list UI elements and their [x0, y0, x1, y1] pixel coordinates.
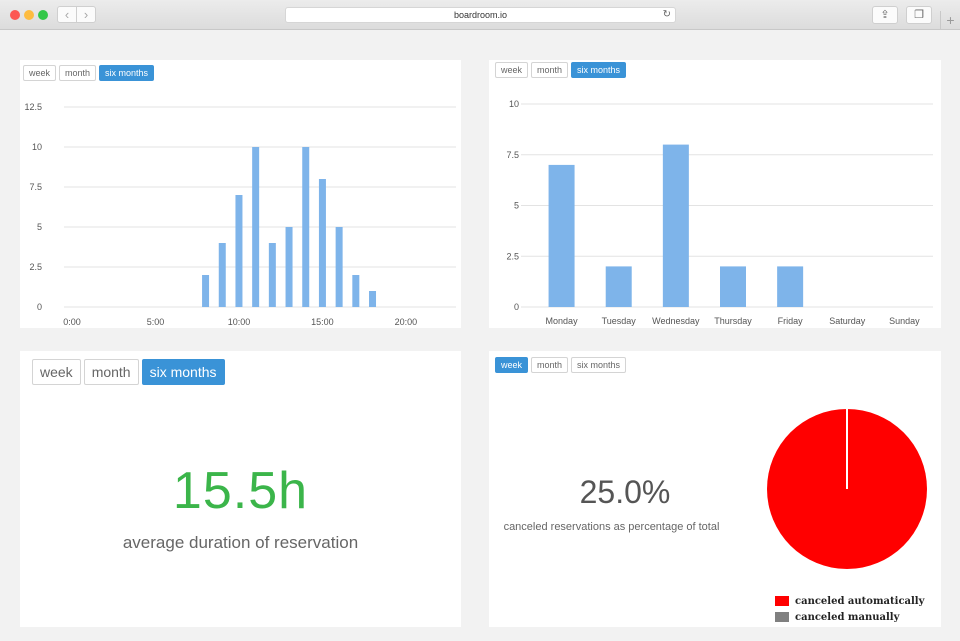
browser-toolbar: ‹ › boardroom.io ↻ ⇪ ❐ + [0, 0, 960, 30]
bar [252, 147, 260, 307]
x-tick-label: Thursday [714, 316, 752, 326]
y-tick-label: 2.5 [506, 251, 519, 261]
x-tick-label: 5:00 [147, 317, 165, 327]
bar [777, 266, 804, 307]
weekday-reservations-panel: week month six months 0 2.5 5 7.5 10 Monday Tu… [489, 60, 941, 328]
y-tick-label: 7.5 [506, 150, 519, 160]
six-months-button[interactable]: six months [141, 359, 225, 385]
bar [720, 266, 746, 307]
bar [548, 164, 575, 307]
period-selector: week month six months [495, 357, 627, 373]
weekday-bar-chart: 0 2.5 5 7.5 10 Monday Tuesday Wednesday Thursday… [506, 99, 933, 326]
y-tick-label: 12.5 [24, 102, 42, 112]
x-tick-label: Tuesday [602, 316, 637, 326]
legend-label-manual: canceled manually [795, 611, 900, 623]
period-selector: week month six months [32, 359, 225, 385]
six-months-button[interactable]: six months [571, 62, 627, 78]
canceled-percentage-label: canceled reservations as percentage of t… [503, 521, 720, 533]
canceled-pie-chart [767, 409, 927, 569]
pie-legend: canceled automatically canceled manually [775, 593, 924, 625]
legend-item-manual: canceled manually [775, 609, 924, 625]
legend-swatch-manual [775, 612, 789, 622]
period-selector: week month six months [495, 62, 627, 78]
x-tick-label: 20:00 [395, 317, 418, 327]
new-tab-icon[interactable]: + [940, 11, 960, 30]
y-tick-label: 7.5 [29, 182, 42, 192]
y-tick-label: 10 [32, 142, 42, 152]
tabs-overview-icon[interactable]: ❐ [906, 6, 932, 24]
y-tick-label: 5 [514, 201, 519, 211]
bar [335, 227, 343, 307]
reload-icon[interactable]: ↻ [662, 9, 671, 20]
back-arrow-icon[interactable]: ‹ [57, 6, 77, 23]
canceled-percentage-value: 25.0% [579, 474, 671, 510]
bar [318, 179, 326, 307]
week-button[interactable]: week [32, 359, 81, 385]
average-duration-panel: week month six months 15.5h average dura… [20, 351, 461, 627]
bar [662, 144, 689, 307]
six-months-button[interactable]: six months [571, 357, 627, 373]
x-tick-label: Monday [546, 316, 579, 326]
six-months-button[interactable]: six months [99, 65, 155, 81]
x-tick-label: Saturday [829, 316, 866, 326]
y-tick-label: 0 [37, 302, 42, 312]
forward-arrow-icon[interactable]: › [76, 6, 96, 23]
canceled-reservations-panel: week month six months 25.0% canceled res… [489, 351, 941, 627]
minimize-window-button[interactable] [24, 10, 34, 20]
bar [605, 266, 632, 307]
hourly-bar-chart: 0 2.5 5 7.5 10 12.5 0:00 5:00 10:00 15:00 20:00 [24, 102, 456, 327]
period-selector: week month six months [23, 65, 155, 81]
month-button[interactable]: month [531, 357, 569, 373]
zoom-window-button[interactable] [38, 10, 48, 20]
x-tick-label: 10:00 [228, 317, 251, 327]
bar [218, 243, 226, 307]
bar [235, 195, 243, 307]
address-bar[interactable]: boardroom.io ↻ [285, 7, 676, 23]
bar [285, 227, 293, 307]
x-tick-label: Wednesday [652, 316, 700, 326]
y-tick-label: 5 [37, 222, 42, 232]
average-duration-value: 15.5h [172, 462, 309, 520]
hourly-reservations-panel: week month six months 0 2.5 5 7.5 10 12.5 0:00… [20, 60, 461, 328]
bar [352, 275, 360, 307]
x-tick-label: Sunday [889, 316, 920, 326]
week-button[interactable]: week [495, 62, 529, 78]
y-tick-label: 0 [514, 302, 519, 312]
bar [268, 243, 276, 307]
legend-swatch-auto [775, 596, 789, 606]
y-tick-label: 2.5 [29, 262, 42, 272]
average-duration-label: average duration of reservation [122, 533, 359, 552]
month-button[interactable]: month [59, 65, 97, 81]
x-tick-label: 0:00 [63, 317, 81, 327]
close-window-button[interactable] [10, 10, 20, 20]
week-button[interactable]: week [495, 357, 529, 373]
week-button[interactable]: week [23, 65, 57, 81]
legend-item-auto: canceled automatically [775, 593, 924, 609]
x-tick-label: Friday [778, 316, 804, 326]
month-button[interactable]: month [83, 359, 139, 385]
share-icon[interactable]: ⇪ [872, 6, 898, 24]
y-tick-label: 10 [509, 99, 519, 109]
x-tick-label: 15:00 [311, 317, 334, 327]
month-button[interactable]: month [531, 62, 569, 78]
bar [302, 147, 310, 307]
url-text: boardroom.io [453, 10, 508, 20]
bar [202, 275, 210, 307]
bar [369, 291, 377, 307]
legend-label-auto: canceled automatically [795, 595, 925, 607]
